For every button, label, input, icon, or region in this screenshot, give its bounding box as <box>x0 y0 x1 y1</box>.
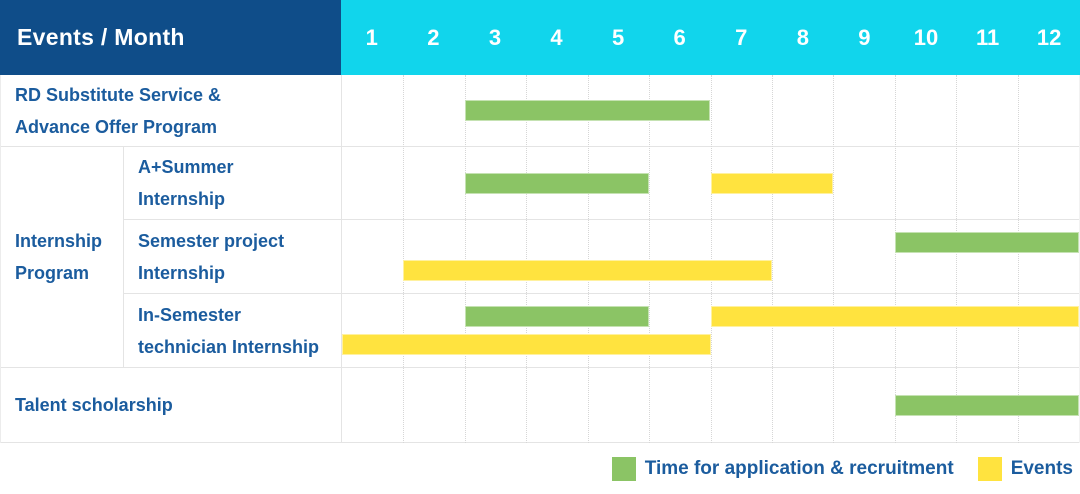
row-talent-scholarship: Talent scholarship <box>1 368 1079 443</box>
application-period-bar <box>464 306 650 327</box>
application-color-swatch-icon <box>611 456 636 481</box>
row-label: RD Substitute Service & Advance Offer Pr… <box>1 75 342 146</box>
events-color-swatch-icon <box>977 456 1002 481</box>
months-header: 1 2 3 4 5 6 7 8 9 10 11 12 <box>341 0 1080 75</box>
row-semester-project-internship: Semester project Internship <box>124 220 1079 294</box>
internship-program-rows: A+Summer Internship Semester project Int… <box>124 147 1079 368</box>
gantt-row-chart-area <box>342 220 1079 293</box>
table-body: RD Substitute Service & Advance Offer Pr… <box>0 75 1080 443</box>
month-header-cell: 8 <box>796 24 809 50</box>
gantt-row-chart-area <box>342 294 1079 367</box>
legend: Time for application & recruitment Event… <box>0 443 1073 494</box>
legend-label: Events <box>1010 457 1073 479</box>
row-label: A+Summer Internship <box>124 147 342 219</box>
month-header-cell: 4 <box>550 24 563 50</box>
row-a-summer-internship: A+Summer Internship <box>124 147 1079 220</box>
gantt-row-chart-area <box>342 75 1079 146</box>
legend-item-events: Events <box>977 456 1073 481</box>
month-header-cell: 6 <box>673 24 686 50</box>
month-header-cell: 12 <box>1036 24 1062 50</box>
row-rd-substitute-service: RD Substitute Service & Advance Offer Pr… <box>1 75 1079 147</box>
events-month-header-cell: Events / Month <box>0 0 341 75</box>
gantt-row-chart-area <box>342 147 1079 219</box>
row-label: In-Semester technician Internship <box>124 294 342 367</box>
row-label: Semester project Internship <box>124 220 342 293</box>
month-header-cell: 9 <box>858 24 871 50</box>
internship-program-group: Internship Program A+Summer Internship S… <box>1 147 1079 368</box>
table-header-row: Events / Month 1 2 3 4 5 6 7 8 9 10 11 12 <box>0 0 1080 75</box>
month-header-cell: 1 <box>365 24 378 50</box>
row-label: Talent scholarship <box>1 368 342 442</box>
event-period-bar <box>403 260 772 281</box>
application-period-bar <box>464 100 711 121</box>
month-header-cell: 3 <box>488 24 502 50</box>
event-period-bar <box>710 172 834 194</box>
application-period-bar <box>894 232 1079 253</box>
event-period-bar <box>710 306 1079 327</box>
gantt-row-chart-area <box>342 368 1079 442</box>
event-period-bar <box>342 334 711 355</box>
application-period-bar <box>464 172 650 194</box>
month-header-cell: 2 <box>427 24 440 50</box>
row-in-semester-technician-internship: In-Semester technician Internship <box>124 294 1079 368</box>
month-header-cell: 7 <box>735 24 748 50</box>
header-title: Events / Month <box>17 24 185 50</box>
group-label: Internship Program <box>1 147 124 368</box>
month-header-cell: 10 <box>913 24 939 50</box>
legend-label: Time for application & recruitment <box>644 457 954 479</box>
month-header-cell: 5 <box>611 24 625 50</box>
month-header-cell: 11 <box>975 24 1000 50</box>
application-period-bar <box>894 394 1079 416</box>
legend-item-application: Time for application & recruitment <box>611 456 954 481</box>
